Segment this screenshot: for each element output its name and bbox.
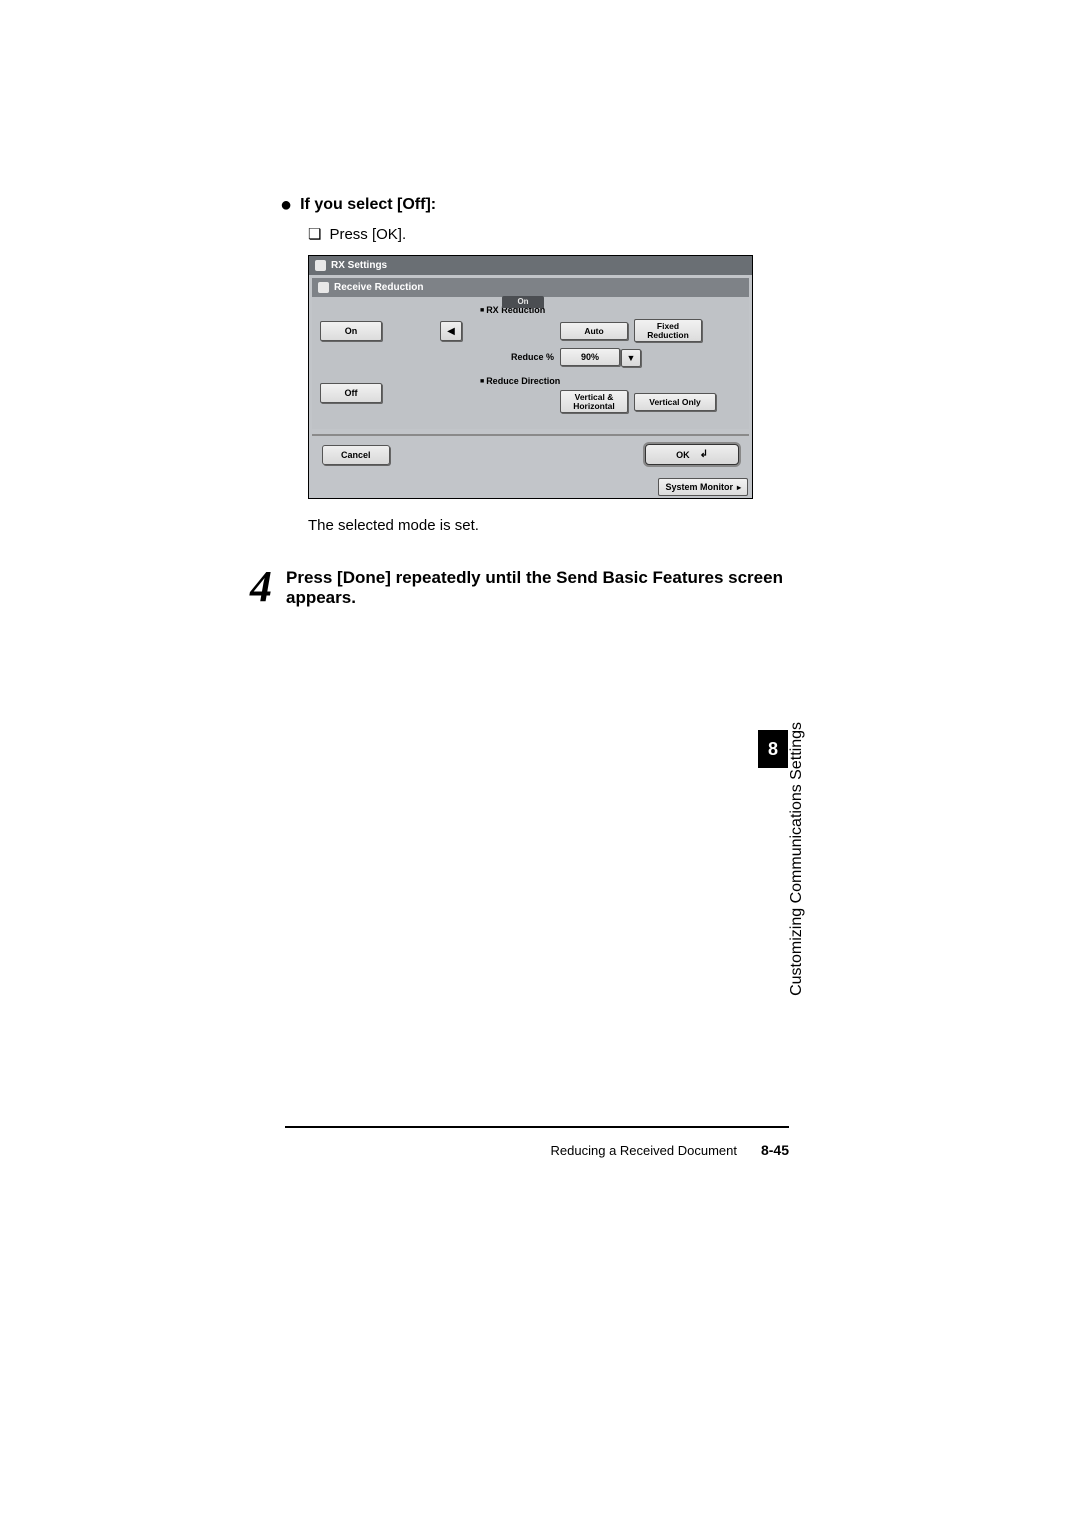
system-monitor-row: System Monitor ▸ (309, 476, 752, 498)
cancel-button[interactable]: Cancel (322, 445, 390, 465)
right-column: RX Reduction Auto Fixed Reduction Reduce… (480, 303, 741, 419)
auto-button[interactable]: Auto (560, 322, 628, 340)
direction-row: Vertical & Horizontal Vertical Only (498, 390, 741, 413)
titlebar-rx-settings: RX Settings (309, 256, 752, 275)
left-arrow-icon[interactable]: ◀ (440, 321, 462, 341)
left-column: On Off (320, 303, 440, 403)
enter-icon: ↲ (700, 449, 708, 460)
vert-horiz-button[interactable]: Vertical & Horizontal (560, 390, 628, 413)
page: ● If you select [Off]: ❏ Press [OK]. RX … (0, 0, 1080, 1528)
side-chapter-label: Customizing Communications Settings (788, 722, 806, 996)
reduce-pct-row: Reduce % 90% ▼ (498, 348, 741, 366)
rx-settings-dialog: RX Settings Receive Reduction On On Off (308, 255, 753, 499)
press-ok-text: Press [OK]. (329, 226, 406, 243)
main-row: On Off ◀ RX Reduction Auto Fixed Reducti… (320, 303, 741, 419)
titlebar2-text: Receive Reduction (334, 282, 423, 293)
titlebar-receive-reduction: Receive Reduction (312, 278, 749, 297)
selected-mode-caption: The selected mode is set. (308, 517, 790, 534)
auto-fixed-row: Auto Fixed Reduction (498, 319, 741, 342)
step-number: 4 (250, 565, 272, 609)
side-chapter-number: 8 (758, 730, 788, 768)
press-ok-line: ❏ Press [OK]. (308, 225, 790, 243)
footer-section-title: Reducing a Received Document (551, 1143, 737, 1158)
screenshot-wrap: RX Settings Receive Reduction On On Off (308, 255, 753, 499)
window-icon (318, 282, 329, 293)
window-icon (315, 260, 326, 271)
dialog-body: On On Off ◀ RX Reduction (312, 297, 749, 429)
vert-only-button[interactable]: Vertical Only (634, 393, 716, 411)
sysmon-label: System Monitor (665, 482, 733, 492)
on-tab[interactable]: On (502, 296, 544, 308)
ok-button[interactable]: OK ↲ (645, 444, 739, 465)
titlebar1-text: RX Settings (331, 260, 387, 271)
off-heading-line: ● If you select [Off]: (280, 195, 790, 215)
fixed-reduction-button[interactable]: Fixed Reduction (634, 319, 702, 342)
footer-page-number: 8-45 (761, 1142, 789, 1158)
off-button[interactable]: Off (320, 383, 382, 403)
reduce-pct-value[interactable]: 90% ▼ (560, 348, 620, 366)
footer: Reducing a Received Document 8-45 (551, 1142, 789, 1158)
dropdown-arrow-icon[interactable]: ▼ (621, 349, 641, 367)
right-triangle-icon: ▸ (737, 483, 741, 492)
content-block: ● If you select [Off]: ❏ Press [OK]. RX … (280, 195, 790, 534)
off-heading-text: If you select [Off]: (300, 196, 436, 214)
ok-label: OK (676, 450, 690, 460)
checkbox-icon: ❏ (308, 225, 321, 243)
dialog-bottom-bar: Cancel OK ↲ (312, 434, 749, 473)
bullet-icon: ● (280, 195, 292, 215)
reduce-pct-label: Reduce % (498, 352, 554, 362)
reduce-pct-text: 90% (581, 352, 599, 362)
step-4: 4 Press [Done] repeatedly until the Send… (250, 565, 790, 609)
on-button[interactable]: On (320, 321, 382, 341)
footer-rule (285, 1126, 789, 1128)
system-monitor-button[interactable]: System Monitor ▸ (658, 478, 748, 496)
reduce-direction-label: Reduce Direction (480, 376, 741, 386)
step-4-text: Press [Done] repeatedly until the Send B… (286, 565, 790, 609)
arrow-column: ◀ (440, 303, 480, 341)
